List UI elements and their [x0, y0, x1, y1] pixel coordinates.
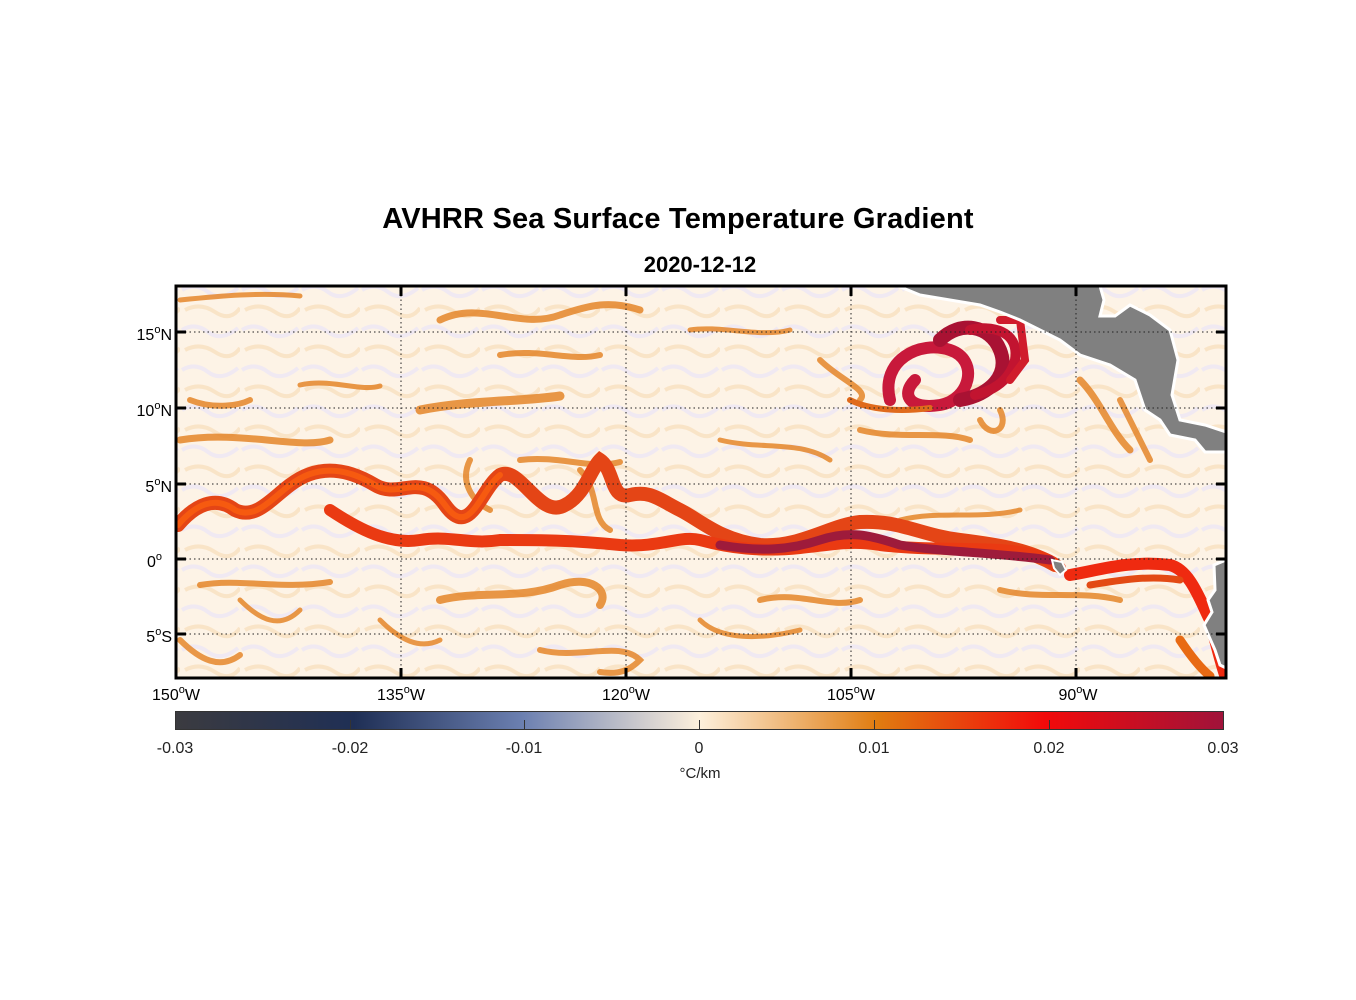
colorbar-tick-mark: [1049, 720, 1050, 730]
colorbar-tick-label: 0: [694, 740, 704, 757]
colorbar-tick-mark: [699, 720, 700, 730]
eddy-front: [847, 316, 1030, 413]
colorbar-tick-label: -0.02: [331, 740, 369, 757]
ocean-texture: [176, 286, 1226, 678]
land-galapagos: [1050, 558, 1068, 577]
lat-label-5n: 5oN: [145, 476, 172, 496]
colorbar-tick-label: 0.02: [1033, 740, 1065, 757]
lon-label-105w: 105oW: [827, 684, 875, 704]
colorbar-unit: °C/km: [679, 765, 721, 782]
map-frame: [174, 284, 1228, 680]
lat-label-10n: 10oN: [136, 400, 172, 420]
weak-fronts: [176, 291, 1153, 676]
colorbar-tick-mark: [874, 720, 875, 730]
colorbar-tick-label: -0.03: [156, 740, 194, 757]
colorbar-tick-mark: [524, 720, 525, 730]
colorbar-tick-label: 0.01: [858, 740, 890, 757]
colorbar-tick-mark: [175, 720, 176, 730]
frame-ticks: [176, 286, 1226, 678]
lon-label-90w: 90oW: [1058, 684, 1098, 704]
equatorial-front: [176, 450, 1066, 574]
colorbar-tick-label: 0.03: [1207, 740, 1239, 757]
lat-label-15n: 15oN: [136, 324, 172, 344]
lat-label-5s: 5oS: [146, 626, 172, 646]
map-subtitle: 2020-12-12: [643, 252, 757, 277]
colorbar-tick-label: -0.01: [505, 740, 543, 757]
colorbar-tick-mark: [350, 720, 351, 730]
lon-label-150w: 150oW: [152, 684, 200, 704]
map-title: AVHRR Sea Surface Temperature Gradient: [382, 203, 974, 235]
lon-label-120w: 120oW: [602, 684, 650, 704]
lon-label-135w: 135oW: [377, 684, 425, 704]
land-central-america: [897, 286, 1226, 454]
gradient-field: [176, 286, 1226, 678]
lat-label-0: 0o: [146, 551, 162, 571]
colorbar-tick-mark: [1223, 720, 1224, 730]
land-south-america: [1202, 558, 1226, 670]
